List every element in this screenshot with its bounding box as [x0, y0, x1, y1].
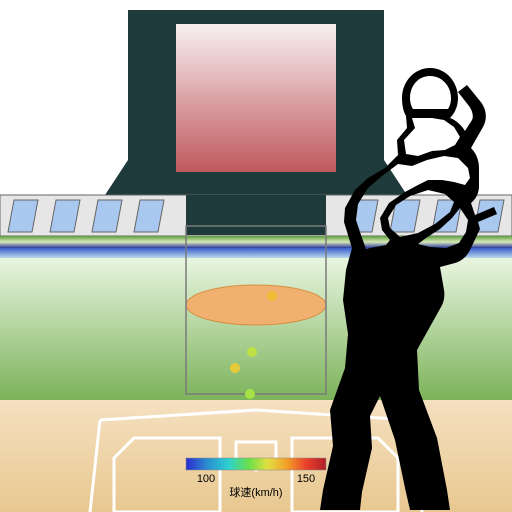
stadium-midband — [0, 236, 512, 248]
scoreboard-pole — [186, 195, 326, 235]
pitchers-mound — [186, 285, 326, 325]
pitch-marker — [230, 363, 240, 373]
colorbar-tick: 150 — [297, 473, 315, 485]
scoreboard-screen — [176, 24, 336, 172]
colorbar-tick: 100 — [197, 473, 215, 485]
pitch-marker — [245, 389, 255, 399]
pitch-marker — [247, 347, 257, 357]
pitch-marker — [267, 291, 277, 301]
pitch-location-chart: 100 150 球速(km/h) — [0, 0, 512, 512]
colorbar — [186, 458, 326, 470]
colorbar-label: 球速(km/h) — [229, 485, 282, 499]
